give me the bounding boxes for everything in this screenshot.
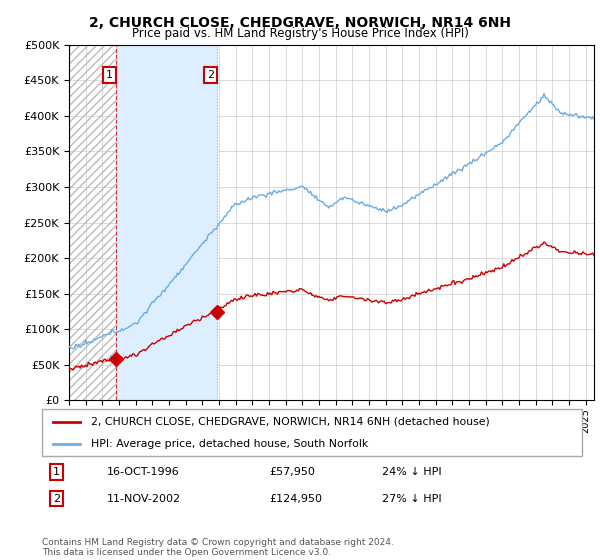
- Text: 1: 1: [106, 70, 113, 80]
- Text: 24% ↓ HPI: 24% ↓ HPI: [382, 467, 442, 477]
- Text: Price paid vs. HM Land Registry's House Price Index (HPI): Price paid vs. HM Land Registry's House …: [131, 27, 469, 40]
- FancyBboxPatch shape: [42, 409, 582, 456]
- Text: 2: 2: [207, 70, 214, 80]
- Text: £57,950: £57,950: [269, 467, 314, 477]
- Text: 16-OCT-1996: 16-OCT-1996: [107, 467, 179, 477]
- Bar: [115, 45, 217, 400]
- Text: 2: 2: [53, 493, 60, 503]
- Text: 2, CHURCH CLOSE, CHEDGRAVE, NORWICH, NR14 6NH: 2, CHURCH CLOSE, CHEDGRAVE, NORWICH, NR1…: [89, 16, 511, 30]
- Text: £124,950: £124,950: [269, 493, 322, 503]
- Text: 27% ↓ HPI: 27% ↓ HPI: [382, 493, 442, 503]
- Text: 2, CHURCH CLOSE, CHEDGRAVE, NORWICH, NR14 6NH (detached house): 2, CHURCH CLOSE, CHEDGRAVE, NORWICH, NR1…: [91, 417, 490, 427]
- Text: 11-NOV-2002: 11-NOV-2002: [107, 493, 181, 503]
- Text: HPI: Average price, detached house, South Norfolk: HPI: Average price, detached house, Sout…: [91, 438, 368, 449]
- Text: 1: 1: [53, 467, 60, 477]
- Text: Contains HM Land Registry data © Crown copyright and database right 2024.
This d: Contains HM Land Registry data © Crown c…: [42, 538, 394, 557]
